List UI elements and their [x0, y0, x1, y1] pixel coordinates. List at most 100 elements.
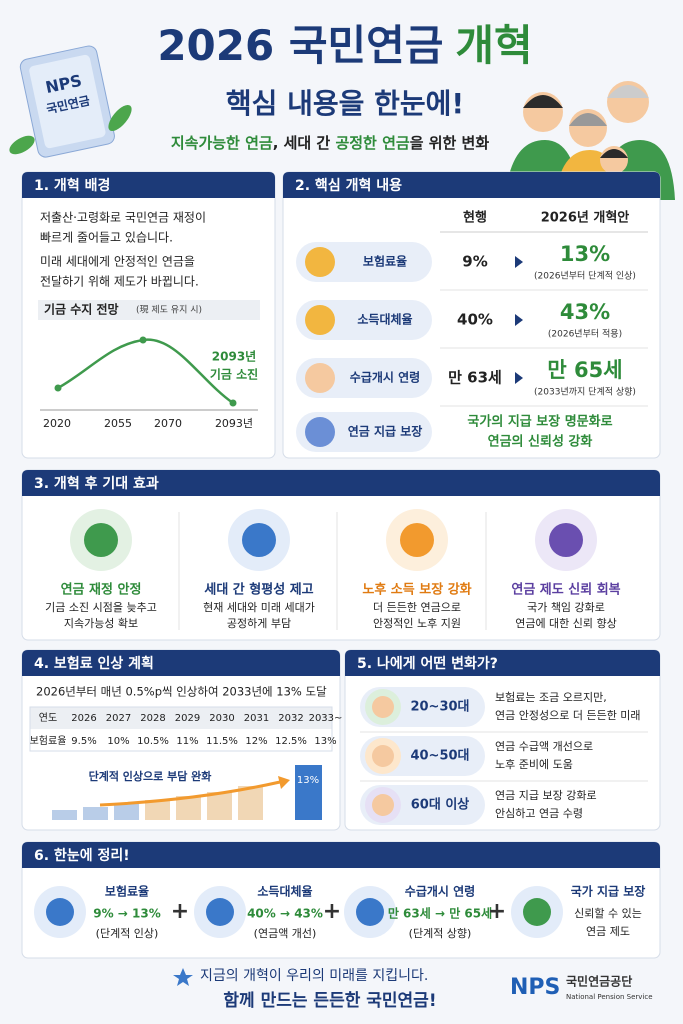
summary-text: 신뢰할 수 있는 — [574, 907, 642, 920]
panel-header — [22, 172, 275, 198]
summary-value: 만 63세 → 만 65세 — [388, 906, 492, 921]
panel-title: 3. 개혁 후 기대 효과 — [34, 475, 159, 492]
column-header: 2026년 개혁안 — [541, 210, 630, 226]
icon — [242, 523, 276, 557]
table-cell: 12% — [245, 736, 267, 747]
avatar — [372, 696, 394, 718]
table-header: 2029 — [175, 713, 200, 724]
chart-note: (現 제도 유지 시) — [136, 305, 202, 316]
table-border — [29, 706, 333, 752]
effect-title: 연금 재정 안정 — [61, 582, 142, 598]
effect-text: 연금에 대한 신뢰 향상 — [515, 617, 617, 630]
effect-text: 안정적인 노후 지원 — [373, 617, 461, 630]
panel-header — [22, 470, 660, 496]
panel-title: 1. 개혁 배경 — [34, 177, 110, 194]
table-header: 2031 — [244, 713, 269, 724]
annotation: 기금 소진 — [210, 367, 258, 382]
panel-header — [22, 842, 660, 868]
leaf — [9, 135, 35, 155]
effect-text: 기금 소진 시점을 늦추고 — [45, 601, 157, 614]
summary-value: 40% → 43% — [247, 907, 323, 921]
panel-header — [22, 650, 340, 676]
column-header: 현행 — [463, 210, 487, 226]
new-note: (2026년부터 적용) — [548, 328, 622, 340]
icon — [46, 898, 74, 926]
table-cell: 11.5% — [206, 736, 238, 747]
step-bar — [114, 804, 139, 820]
footer-line: 지금의 개혁이 우리의 미래를 지킵니다. — [200, 968, 428, 984]
new-note: (2026년부터 단계적 인상) — [534, 270, 636, 282]
summary-title: 소득대체율 — [257, 884, 312, 899]
summary-title: 보험료율 — [105, 884, 149, 899]
tagline: 지속가능한 연금, 세대 간 공정한 연금을 위한 변화 — [171, 134, 489, 152]
step-bar-final — [295, 765, 322, 820]
table-header: 2030 — [209, 713, 234, 724]
table-header: 연도 — [39, 712, 57, 724]
arrow — [515, 256, 523, 268]
icon — [305, 363, 335, 393]
change-text: 보험료는 조금 오르지만, — [495, 691, 607, 704]
summary-note: (연금액 개선) — [254, 927, 317, 940]
change-text: 연금 안정성으로 더 든든한 미래 — [495, 709, 641, 722]
arrow — [515, 372, 523, 384]
change-text: 연금 지급 보장 강화로 — [495, 789, 597, 802]
current-value: 만 63세 — [448, 369, 502, 387]
new-note: (2033년까지 단계적 상향) — [534, 386, 636, 398]
table-cell: 9.5% — [71, 736, 96, 747]
title-accent: 개혁 — [455, 21, 532, 70]
icon — [84, 523, 118, 557]
table-header: 2028 — [140, 713, 165, 724]
summary: 2026년부터 매년 0.5%p씩 인상하여 2033년에 13% 도달 — [36, 685, 327, 699]
x-label: 2070 — [154, 417, 182, 430]
body-text: 전달하기 위해 제도가 바뀝니다. — [40, 275, 199, 289]
plus: + — [171, 899, 189, 924]
icon — [400, 523, 434, 557]
panel-header — [345, 650, 660, 676]
title-main: 2026 국민연금 — [157, 21, 443, 70]
x-label: 2020 — [43, 417, 71, 430]
current-value: 9% — [462, 253, 487, 271]
trend-dot — [139, 336, 147, 344]
table-cell: 보험료율 — [30, 735, 67, 747]
avatar — [372, 794, 394, 816]
panel-title: 4. 보험료 인상 계획 — [34, 655, 154, 672]
icon — [305, 305, 335, 335]
step-bar — [52, 810, 77, 820]
summary-note: (단계적 상향) — [409, 927, 472, 940]
summary-value: 9% → 13% — [93, 907, 161, 921]
trend-dot — [229, 399, 237, 407]
age-group: 20~30대 — [410, 700, 469, 715]
row-label: 소득대체율 — [357, 312, 412, 327]
table-header-bg — [30, 707, 332, 729]
row-text: 국가의 지급 보장 명문화로 — [467, 414, 612, 430]
chart-label: 단계적 인상으로 부담 완화 — [89, 769, 212, 783]
table-header: 2032 — [278, 713, 303, 724]
chart-title-bar — [38, 300, 260, 320]
arrow — [515, 314, 523, 326]
change-text: 노후 준비에 도움 — [495, 758, 573, 771]
leaf — [108, 104, 132, 132]
tagline-part: 지속가능한 연금 — [171, 134, 273, 152]
effect-text: 국가 책임 강화로 — [527, 601, 605, 614]
tagline-part: 공정한 연금 — [335, 134, 409, 152]
new-value: 만 65세 — [547, 358, 622, 382]
trend-dot — [54, 384, 62, 392]
step-bar — [207, 792, 232, 820]
summary-text: 연금 제도 — [586, 925, 630, 938]
icon — [356, 898, 384, 926]
plus: + — [323, 899, 341, 924]
summary-title: 국가 지급 보장 — [571, 884, 646, 899]
body-text: 미래 세대에게 안정적인 연금을 — [40, 255, 195, 269]
effect-text: 지속가능성 확보 — [64, 617, 138, 630]
table-cell: 10.5% — [137, 736, 169, 747]
org-name-en: National Pension Service — [566, 993, 653, 1001]
arrow-head — [278, 776, 290, 789]
trend-arrow — [99, 780, 281, 807]
row-text: 연금의 신뢰성 강화 — [488, 434, 593, 450]
panel-header — [283, 172, 660, 198]
current-value: 40% — [457, 311, 493, 329]
x-label: 2093년 — [215, 417, 253, 430]
table-cell: 10% — [107, 736, 129, 747]
logo: NPS — [510, 975, 560, 1000]
